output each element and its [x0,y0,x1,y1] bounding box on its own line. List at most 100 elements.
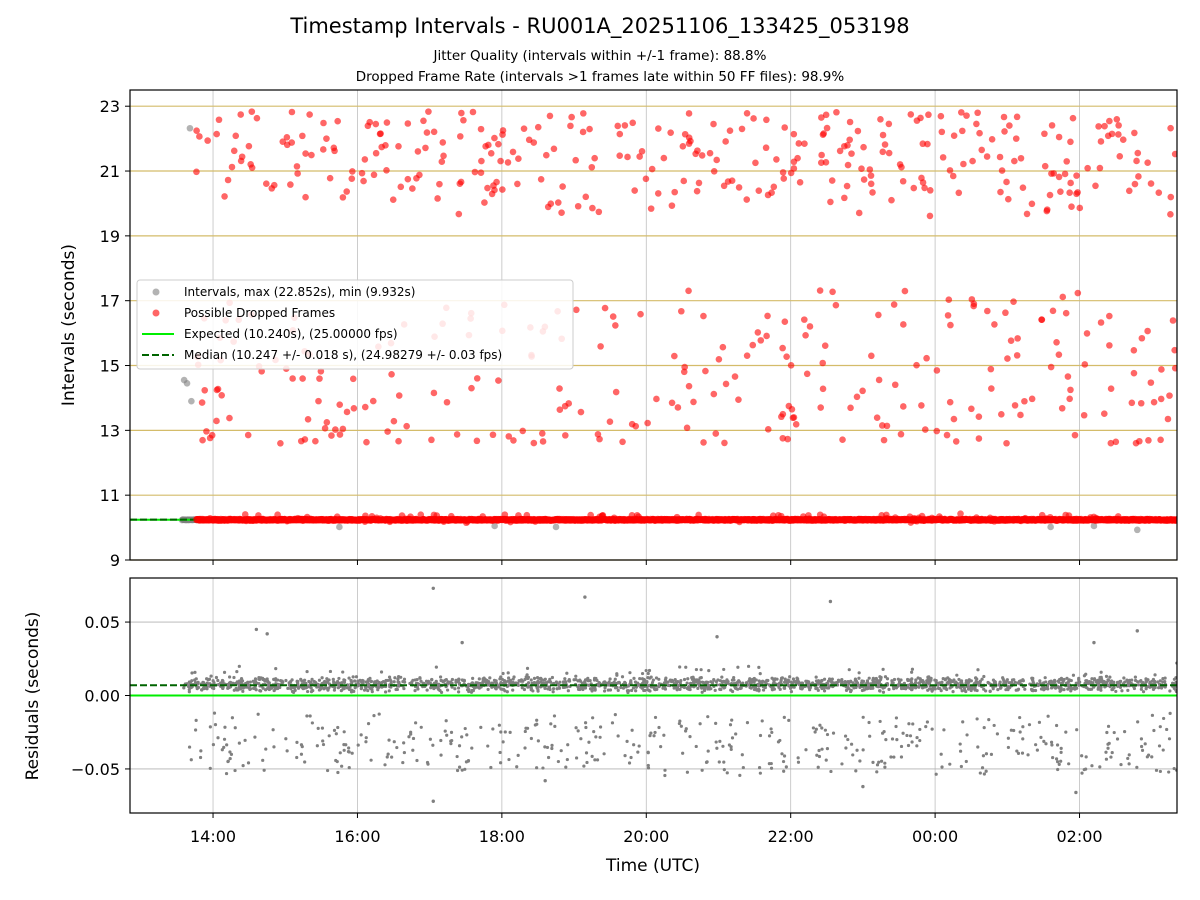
dropped-frame-point [504,159,512,166]
dropped-frame-point [534,123,542,131]
dropped-frame-point [308,151,315,159]
dropped-frame-point [900,403,907,410]
dropped-frame-point [1048,122,1056,129]
dropped-frame-point [858,165,865,173]
residual-point [241,689,245,693]
residual-point [227,675,232,679]
residual-point [554,680,558,684]
residual-point [934,681,938,685]
residual-point [700,690,704,694]
dropped-frame-point [390,417,398,425]
residual-point [503,689,507,693]
dropped-frame-point [636,153,643,160]
residual-point [522,687,527,692]
residual-point [399,675,403,679]
dropped-frame-point [595,208,603,216]
dropped-frame-point [420,117,427,125]
dropped-frame-point [458,109,465,117]
dropped-frame-point [460,116,467,124]
dropped-frame-point [1061,170,1069,178]
dropped-frame-point [331,147,338,155]
dropped-frame-point [820,130,827,137]
dropped-frame-point [987,365,995,373]
residual-point [982,674,986,679]
dropped-frame-point [1181,517,1188,524]
dropped-frame-point [1158,366,1165,373]
residual-point [193,678,197,682]
residual-point [1104,674,1109,678]
dropped-frame-point [680,177,688,185]
dropped-frame-point [806,323,814,330]
residual-point [773,677,777,681]
dropped-frame-point [897,430,905,438]
dropped-frame-point [700,312,707,320]
dropped-frame-point [580,110,587,117]
dropped-frame-point [867,172,875,179]
residual-point [214,675,219,680]
dropped-frame-point [1179,516,1186,523]
residual-point [325,680,329,684]
dropped-frame-point [946,398,954,406]
residual-point [1033,688,1038,693]
dropped-frame-point [647,205,655,212]
residual-point [910,670,914,674]
dropped-frame-point [248,164,256,171]
residual-point [207,677,212,681]
residual-point [846,685,850,690]
legend-box [136,279,574,370]
dropped-frame-point [1058,404,1066,412]
residual-point [919,680,923,684]
residual-point [511,688,515,692]
residual-point [537,681,541,685]
residual-point [525,673,529,677]
dropped-frame-point [1128,399,1136,407]
dropped-frame-point [232,132,240,140]
dropped-frame-point [1107,439,1115,447]
dropped-frame-point [539,438,547,445]
residual-point [526,681,531,685]
residual-point [722,667,726,672]
residual-point [707,668,711,673]
dropped-frame-point [409,185,416,192]
chart-subtitle-jitter: Jitter Quality (intervals within +/-1 fr… [433,48,767,64]
residual-point [1109,679,1114,683]
residual-point [236,688,240,692]
dropped-frame-point [1053,338,1060,346]
dropped-frame-point [780,175,788,182]
residual-point [394,687,398,692]
dropped-frame-point [743,110,751,117]
dropped-frame-point [1155,189,1163,197]
residual-point [694,667,699,672]
dropped-frame-point [891,381,899,389]
residual-point [202,686,206,691]
residual-point [345,686,349,690]
residual-point [783,677,787,681]
dropped-frame-point [873,414,881,422]
dropped-frame-point [1147,180,1155,187]
dropped-frame-point [1013,352,1021,359]
dropped-frame-point [253,114,261,122]
residual-point [1120,689,1124,693]
dropped-frame-point [568,113,575,121]
chart-subtitle-dropped: Dropped Frame Rate (intervals >1 frames … [355,69,845,85]
dropped-frame-point [818,114,825,121]
dropped-frame-point [900,321,907,328]
dropped-frame-point [878,422,886,429]
dropped-frame-point [1084,164,1091,172]
residual-point [1062,688,1066,692]
dropped-frame-point [710,167,718,175]
dropped-frame-point [1166,392,1173,399]
residual-point [629,679,633,683]
residual-point [477,686,481,690]
residual-point [1013,680,1017,684]
residual-point [583,678,588,682]
dropped-frame-point [1097,319,1105,326]
dropped-frame-point [493,178,500,186]
residual-point [565,671,569,675]
dropped-frame-point [750,115,757,122]
residual-point [353,679,357,683]
dropped-frame-point [572,156,580,164]
dropped-frame-point [589,204,596,212]
dropped-frame-point [654,190,662,197]
